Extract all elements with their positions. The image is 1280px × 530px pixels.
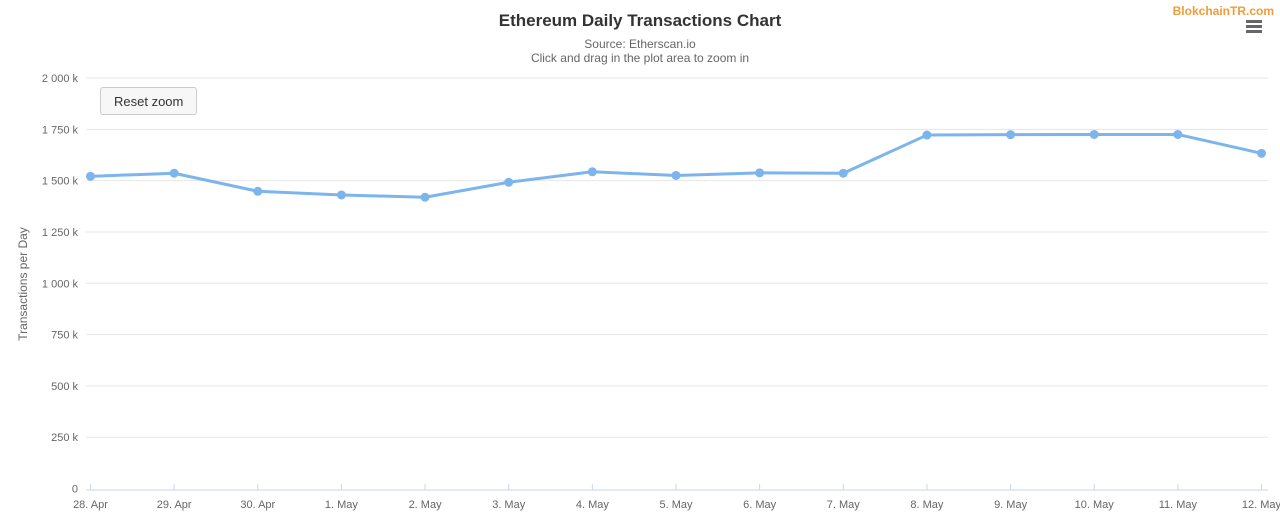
y-tick-label: 1 750 k	[42, 124, 79, 136]
x-tick-label: 6. May	[743, 499, 777, 511]
y-gridlines	[86, 77, 1268, 438]
x-axis: 28. Apr 29. Apr 30. Apr 1. May 2. May 3. May 4…	[73, 484, 1280, 511]
series-transactions-per-day	[86, 129, 1266, 202]
x-tick-label: 30. Apr	[240, 499, 275, 511]
y-axis-labels: 0 250 k 500 k 750 k 1 000 k 1 250 k 1 500 k 1 7…	[42, 73, 79, 496]
data-point-marker[interactable]	[504, 177, 514, 187]
y-tick-label: 1 000 k	[42, 278, 79, 290]
x-tick-label: 10. May	[1075, 499, 1115, 511]
credits-link[interactable]: BlokchainTR.com	[1172, 4, 1274, 18]
data-point-marker[interactable]	[755, 168, 765, 178]
data-point-marker[interactable]	[671, 170, 681, 180]
y-tick-label: 1 500 k	[42, 176, 79, 188]
chart-context-menu-button[interactable]	[1240, 14, 1268, 38]
data-point-marker[interactable]	[1257, 148, 1266, 158]
x-tick-label: 12. May	[1242, 499, 1280, 511]
chart-subtitle-source: Source: Etherscan.io	[584, 37, 696, 51]
data-point-marker[interactable]	[420, 192, 430, 202]
x-tick-label: 3. May	[492, 499, 526, 511]
x-tick-label: 7. May	[827, 499, 861, 511]
y-tick-label: 0	[72, 484, 78, 496]
data-point-marker[interactable]	[1089, 129, 1099, 139]
y-axis-title: Transactions per Day	[16, 227, 30, 341]
x-tick-label: 2. May	[409, 499, 443, 511]
x-tick-label: 1. May	[325, 499, 359, 511]
reset-zoom-button[interactable]: Reset zoom	[100, 87, 198, 115]
chart-title: Ethereum Daily Transactions Chart	[498, 11, 782, 30]
data-point-marker[interactable]	[838, 168, 848, 178]
chart-subtitle-hint: Click and drag in the plot area to zoom …	[530, 51, 750, 65]
data-point-marker[interactable]	[1173, 129, 1183, 139]
plot-area[interactable]	[86, 78, 1268, 491]
x-tick-label: 8. May	[910, 499, 944, 511]
y-tick-label: 750 k	[51, 330, 78, 342]
x-tick-label: 9. May	[994, 499, 1028, 511]
x-tick-label: 28. Apr	[73, 499, 108, 511]
x-tick-label: 11. May	[1159, 499, 1198, 511]
y-tick-label: 1 250 k	[42, 227, 79, 239]
x-tick-label: 29. Apr	[157, 499, 192, 511]
hamburger-icon	[1246, 19, 1262, 33]
data-point-marker[interactable]	[253, 186, 263, 196]
y-tick-label: 2 000 k	[42, 73, 79, 85]
x-tick-label: 4. May	[576, 499, 610, 511]
x-tick-label: 5. May	[659, 499, 693, 511]
data-point-marker[interactable]	[922, 130, 932, 140]
y-tick-label: 250 k	[51, 432, 78, 444]
data-point-marker[interactable]	[587, 167, 597, 177]
data-point-marker[interactable]	[336, 190, 346, 200]
data-point-marker[interactable]	[169, 168, 179, 178]
data-point-marker[interactable]	[1006, 130, 1016, 140]
y-tick-label: 500 k	[51, 381, 78, 393]
data-point-marker[interactable]	[86, 171, 95, 181]
